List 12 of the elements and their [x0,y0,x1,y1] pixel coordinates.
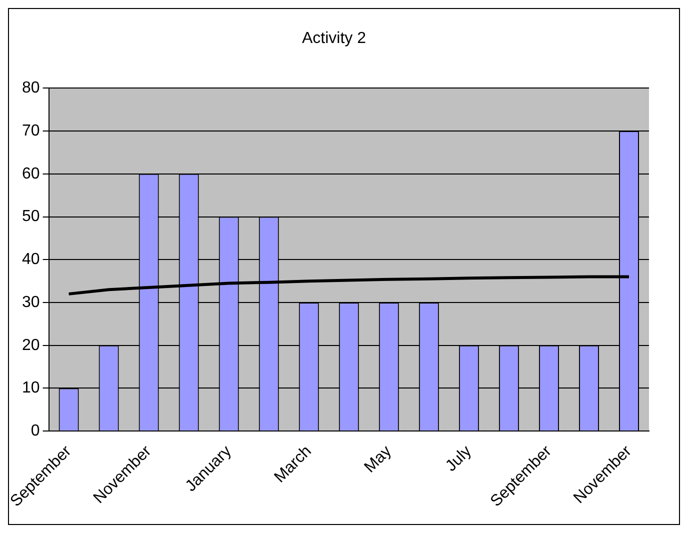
x-tick-label: May [361,442,395,476]
y-tick-label: 20 [22,336,40,354]
chart-title: Activity 2 [302,30,366,48]
y-tick-label: 40 [22,251,40,268]
y-tick-label: 60 [22,165,40,182]
y-tick-label: 30 [22,294,40,311]
x-tick-label: July [442,442,475,475]
y-tick-label: 0 [30,422,40,440]
y-tick-label: 10 [22,380,40,397]
y-tick-label: 70 [22,122,40,140]
y-tick-label: 50 [22,208,40,226]
y-tick-label: 80 [22,80,40,97]
